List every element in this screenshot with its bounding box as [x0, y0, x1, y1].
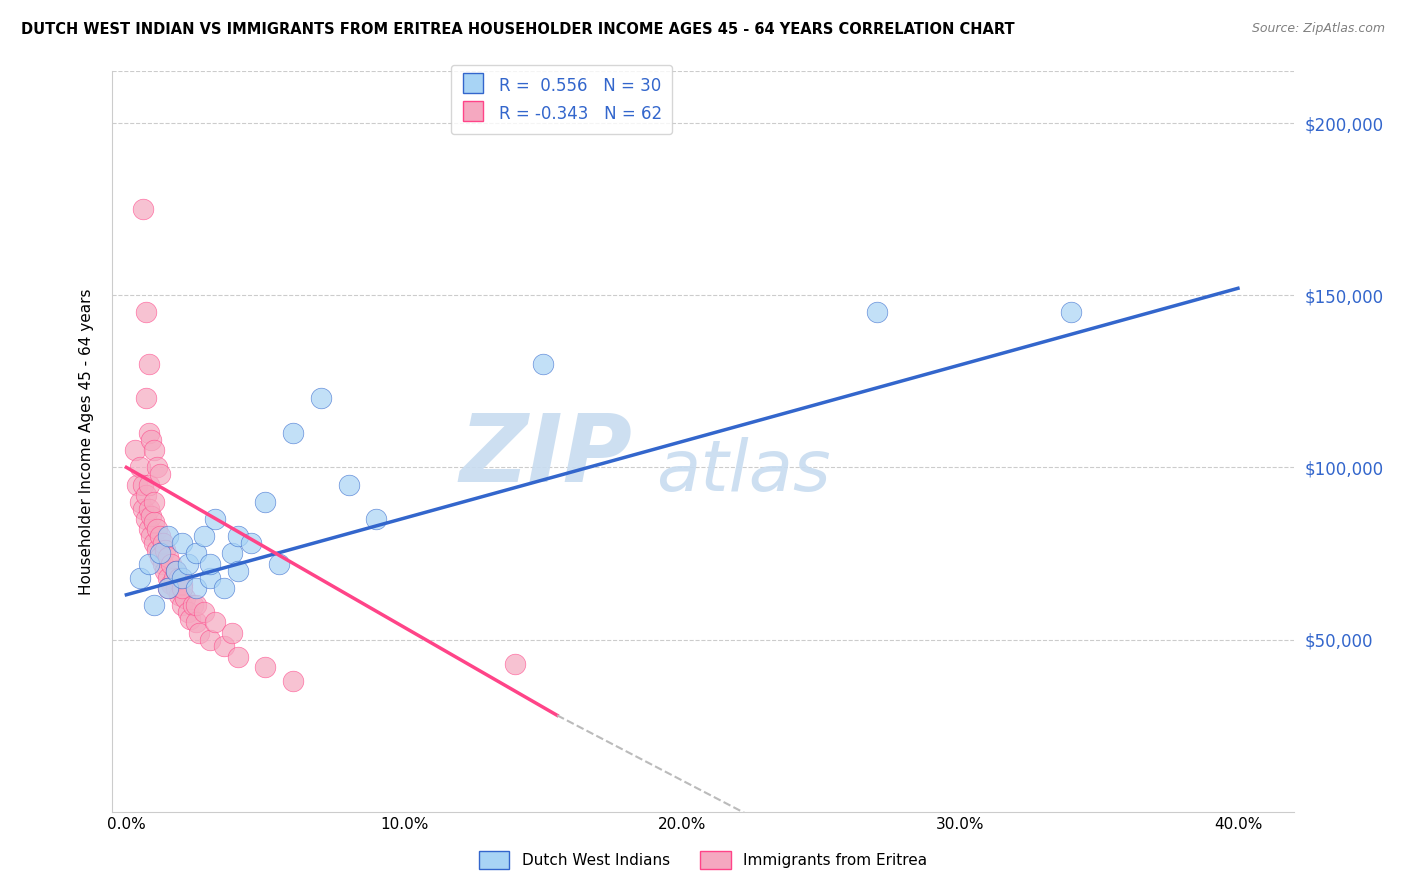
Text: atlas: atlas	[655, 437, 831, 506]
Legend: Dutch West Indians, Immigrants from Eritrea: Dutch West Indians, Immigrants from Erit…	[472, 845, 934, 875]
Text: DUTCH WEST INDIAN VS IMMIGRANTS FROM ERITREA HOUSEHOLDER INCOME AGES 45 - 64 YEA: DUTCH WEST INDIAN VS IMMIGRANTS FROM ERI…	[21, 22, 1015, 37]
Point	[170, 577, 193, 591]
Point	[138, 501, 160, 516]
Point	[221, 546, 243, 560]
Point	[143, 536, 166, 550]
Point	[132, 477, 155, 491]
Point	[143, 495, 166, 509]
Point	[221, 625, 243, 640]
Point	[132, 202, 155, 216]
Point	[135, 305, 157, 319]
Point	[184, 615, 207, 630]
Point	[184, 598, 207, 612]
Point	[204, 615, 226, 630]
Point	[143, 443, 166, 458]
Point	[170, 581, 193, 595]
Point	[138, 557, 160, 571]
Point	[531, 357, 554, 371]
Point	[198, 632, 221, 647]
Point	[366, 512, 388, 526]
Point	[146, 460, 169, 475]
Point	[254, 495, 277, 509]
Point	[149, 546, 172, 560]
Point	[226, 529, 249, 543]
Point	[129, 460, 152, 475]
Point	[212, 640, 235, 654]
Point	[184, 581, 207, 595]
Point	[1060, 305, 1083, 319]
Point	[141, 508, 163, 523]
Point	[157, 570, 180, 584]
Point	[141, 433, 163, 447]
Point	[198, 570, 221, 584]
Point	[165, 581, 187, 595]
Point	[149, 529, 172, 543]
Point	[152, 557, 174, 571]
Point	[132, 501, 155, 516]
Point	[204, 512, 226, 526]
Point	[170, 598, 193, 612]
Point	[170, 570, 193, 584]
Point	[143, 598, 166, 612]
Text: Source: ZipAtlas.com: Source: ZipAtlas.com	[1251, 22, 1385, 36]
Point	[157, 581, 180, 595]
Point	[146, 543, 169, 558]
Point	[129, 495, 152, 509]
Point	[176, 605, 198, 619]
Point	[157, 529, 180, 543]
Point	[193, 529, 215, 543]
Point	[149, 549, 172, 564]
Point	[155, 543, 177, 558]
Point	[167, 570, 190, 584]
Point	[281, 673, 304, 688]
Point	[167, 588, 190, 602]
Point	[505, 657, 527, 671]
Point	[138, 425, 160, 440]
Point	[165, 564, 187, 578]
Point	[162, 570, 184, 584]
Point	[187, 625, 209, 640]
Point	[146, 522, 169, 536]
Point	[281, 425, 304, 440]
Point	[138, 357, 160, 371]
Point	[155, 564, 177, 578]
Point	[226, 649, 249, 664]
Point	[124, 443, 146, 458]
Point	[138, 522, 160, 536]
Point	[135, 392, 157, 406]
Point	[226, 564, 249, 578]
Point	[157, 581, 180, 595]
Point	[149, 467, 172, 482]
Point	[269, 557, 291, 571]
Point	[179, 612, 201, 626]
Point	[152, 536, 174, 550]
Point	[181, 598, 204, 612]
Point	[143, 516, 166, 530]
Point	[212, 581, 235, 595]
Point	[157, 549, 180, 564]
Point	[135, 488, 157, 502]
Point	[160, 557, 183, 571]
Point	[129, 570, 152, 584]
Point	[160, 577, 183, 591]
Text: ZIP: ZIP	[460, 410, 633, 502]
Point	[184, 546, 207, 560]
Point	[198, 557, 221, 571]
Point	[141, 529, 163, 543]
Y-axis label: Householder Income Ages 45 - 64 years: Householder Income Ages 45 - 64 years	[79, 288, 94, 595]
Point	[254, 660, 277, 674]
Point	[127, 477, 149, 491]
Point	[170, 536, 193, 550]
Point	[866, 305, 889, 319]
Point	[173, 591, 195, 606]
Point	[309, 392, 332, 406]
Point	[165, 564, 187, 578]
Point	[193, 605, 215, 619]
Point	[138, 477, 160, 491]
Point	[337, 477, 360, 491]
Legend: R =  0.556   N = 30, R = -0.343   N = 62: R = 0.556 N = 30, R = -0.343 N = 62	[450, 65, 672, 134]
Point	[240, 536, 263, 550]
Point	[135, 512, 157, 526]
Point	[176, 557, 198, 571]
